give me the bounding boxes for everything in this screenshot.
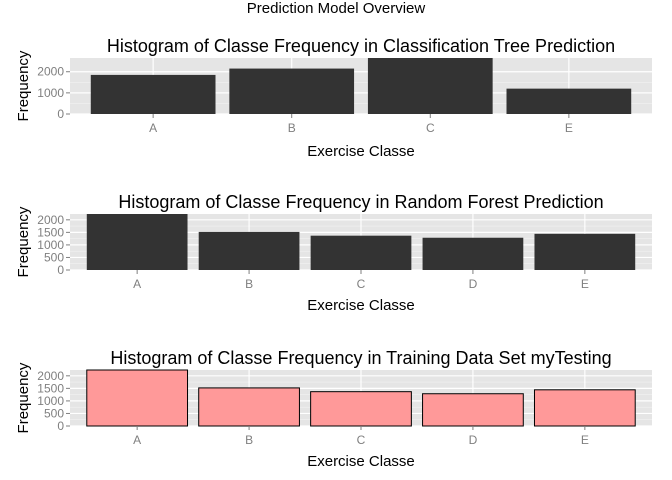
- chart-random-forest: Histogram of Classe Frequency in Random …: [15, 192, 652, 314]
- x-tick-label-C: C: [426, 121, 435, 135]
- y-tick-label: 1000: [37, 394, 64, 408]
- bar-B: [229, 68, 355, 114]
- chart-2-title: Histogram of Classe Frequency in Random …: [118, 192, 603, 212]
- x-tick-label-A: A: [133, 433, 141, 447]
- chart-3-ylabel: Frequency: [15, 362, 32, 433]
- bar-E: [534, 233, 636, 270]
- bar-A: [90, 74, 216, 114]
- chart-1-plot: 0 1000 2000 A B C E: [37, 58, 652, 135]
- y-tick-label: 2000: [37, 65, 64, 79]
- x-tick-label-E: E: [581, 433, 589, 447]
- x-tick-label-B: B: [245, 433, 253, 447]
- bar-B: [198, 231, 300, 270]
- y-tick-label: 1500: [37, 381, 64, 395]
- y-tick-label: 2000: [37, 369, 64, 383]
- y-tick-label: 500: [44, 406, 64, 420]
- x-tick-label-D: D: [469, 433, 478, 447]
- x-tick-label-C: C: [357, 277, 366, 291]
- y-tick-label: 2000: [37, 213, 64, 227]
- bar-C: [310, 235, 412, 270]
- bar-D: [422, 393, 524, 427]
- y-tick-label: 1500: [37, 225, 64, 239]
- bar-C: [367, 58, 493, 114]
- chart-1-title: Histogram of Classe Frequency in Classif…: [107, 36, 615, 56]
- x-tick-label-D: D: [469, 277, 478, 291]
- x-tick-label-A: A: [133, 277, 141, 291]
- bar-D: [422, 237, 524, 270]
- bar-E: [506, 88, 632, 114]
- x-tick-label-E: E: [581, 277, 589, 291]
- x-tick-label-E: E: [565, 121, 573, 135]
- x-tick-label-B: B: [245, 277, 253, 291]
- chart-classification-tree: Histogram of Classe Frequency in Classif…: [15, 36, 652, 160]
- y-tick-label: 500: [44, 250, 64, 264]
- chart-2-xlabel: Exercise Classe: [307, 297, 415, 314]
- chart-2-ylabel: Frequency: [15, 206, 32, 277]
- x-tick-label-A: A: [149, 121, 157, 135]
- y-tick-label: 0: [57, 263, 64, 277]
- bar-A: [86, 214, 188, 270]
- y-tick-label: 1000: [37, 86, 64, 100]
- chart-3-xlabel: Exercise Classe: [307, 453, 415, 470]
- bar-A: [86, 369, 189, 427]
- bar-B: [198, 387, 300, 427]
- bar-C: [310, 391, 412, 427]
- bar-E: [533, 389, 636, 427]
- chart-3-title: Histogram of Classe Frequency in Trainin…: [110, 348, 611, 368]
- figure-title: Prediction Model Overview: [247, 0, 426, 17]
- y-tick-label: 0: [57, 419, 64, 433]
- x-tick-label-C: C: [357, 433, 366, 447]
- chart-training-data: Histogram of Classe Frequency in Trainin…: [15, 348, 652, 470]
- chart-1-xlabel: Exercise Classe: [307, 143, 415, 160]
- y-tick-label: 0: [57, 107, 64, 121]
- x-tick-label-B: B: [288, 121, 296, 135]
- y-tick-label: 1000: [37, 238, 64, 252]
- chart-1-ylabel: Frequency: [15, 50, 32, 121]
